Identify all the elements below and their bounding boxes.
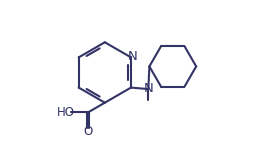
Text: N: N xyxy=(128,50,138,63)
Text: O: O xyxy=(83,125,92,138)
Text: N: N xyxy=(144,82,154,95)
Text: HO: HO xyxy=(57,106,75,119)
